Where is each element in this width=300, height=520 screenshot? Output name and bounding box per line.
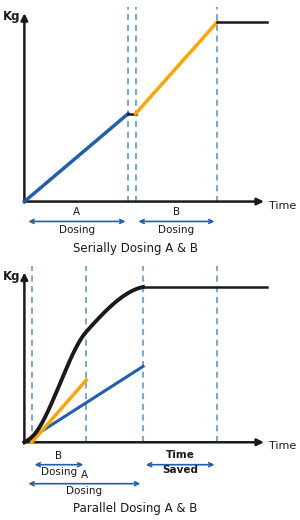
Text: Dosing: Dosing xyxy=(41,467,77,477)
Text: Dosing: Dosing xyxy=(66,486,102,497)
Text: A: A xyxy=(74,207,80,217)
Text: Dosing: Dosing xyxy=(59,225,95,235)
Text: Kg: Kg xyxy=(3,10,21,23)
Text: Saved: Saved xyxy=(162,465,198,475)
Text: Time: Time xyxy=(269,201,296,211)
Text: Dosing: Dosing xyxy=(158,225,194,235)
Text: Time: Time xyxy=(269,441,296,451)
Text: Time: Time xyxy=(166,450,195,460)
Text: B: B xyxy=(56,450,63,461)
Text: A: A xyxy=(81,470,88,479)
Text: B: B xyxy=(173,207,180,217)
Text: Parallel Dosing A & B: Parallel Dosing A & B xyxy=(74,502,198,515)
Text: Kg: Kg xyxy=(3,270,21,283)
Text: Serially Dosing A & B: Serially Dosing A & B xyxy=(73,242,198,255)
